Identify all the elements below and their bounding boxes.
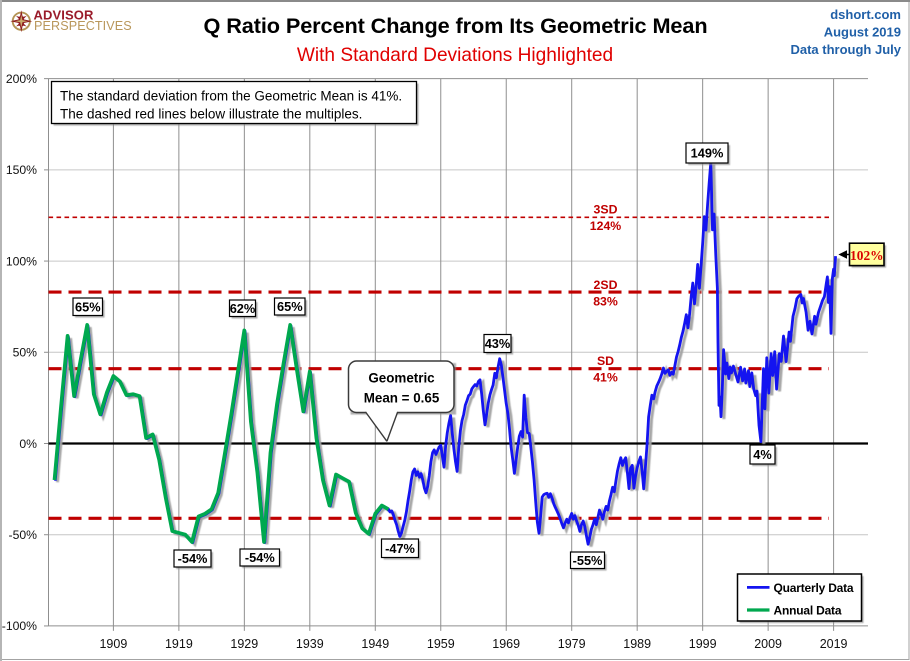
svg-text:1979: 1979: [558, 637, 586, 651]
svg-text:The standard deviation from th: The standard deviation from the Geometri…: [60, 89, 402, 104]
svg-text:Geometric: Geometric: [368, 371, 435, 386]
svg-text:ADVISOR: ADVISOR: [34, 7, 94, 22]
svg-text:August 2019: August 2019: [824, 25, 901, 40]
svg-text:dshort.com: dshort.com: [830, 7, 901, 22]
svg-text:62%: 62%: [230, 301, 256, 316]
svg-text:65%: 65%: [75, 299, 101, 314]
svg-text:1969: 1969: [492, 637, 520, 651]
svg-text:Mean = 0.65: Mean = 0.65: [364, 391, 440, 406]
svg-text:4%: 4%: [753, 447, 772, 462]
svg-text:2019: 2019: [820, 637, 848, 651]
svg-text:-47%: -47%: [385, 541, 415, 556]
svg-text:1989: 1989: [623, 637, 651, 651]
svg-text:50%: 50%: [13, 346, 38, 360]
svg-text:-55%: -55%: [573, 553, 603, 568]
svg-text:The dashed red lines below ill: The dashed red lines below illustrate th…: [60, 107, 362, 122]
svg-text:150%: 150%: [6, 163, 37, 177]
svg-text:2009: 2009: [754, 637, 782, 651]
svg-text:65%: 65%: [277, 299, 303, 314]
svg-text:-50%: -50%: [9, 528, 38, 542]
svg-text:1919: 1919: [165, 637, 193, 651]
svg-text:3SD: 3SD: [594, 203, 618, 217]
svg-text:100%: 100%: [6, 254, 37, 268]
svg-text:SD: SD: [597, 354, 614, 368]
svg-text:200%: 200%: [6, 72, 37, 86]
svg-text:102%: 102%: [850, 248, 883, 263]
svg-text:Q Ratio Percent Change from It: Q Ratio Percent Change from Its Geometri…: [204, 13, 708, 38]
svg-text:Data through July: Data through July: [790, 42, 901, 57]
svg-text:-54%: -54%: [178, 551, 208, 566]
svg-text:43%: 43%: [485, 336, 511, 351]
svg-text:2SD: 2SD: [594, 278, 618, 292]
svg-text:41%: 41%: [593, 371, 618, 385]
svg-text:With Standard Deviations Highl: With Standard Deviations Highlighted: [297, 45, 613, 66]
svg-text:-54%: -54%: [245, 550, 275, 565]
svg-text:Quarterly Data: Quarterly Data: [774, 581, 854, 595]
svg-text:1939: 1939: [296, 637, 324, 651]
svg-text:1909: 1909: [99, 637, 127, 651]
svg-text:0%: 0%: [19, 437, 37, 451]
svg-text:1959: 1959: [427, 637, 455, 651]
svg-text:83%: 83%: [593, 295, 618, 309]
svg-text:Annual Data: Annual Data: [774, 604, 842, 618]
svg-text:-100%: -100%: [2, 619, 37, 633]
svg-text:1949: 1949: [361, 637, 389, 651]
svg-text:PERSPECTIVES: PERSPECTIVES: [34, 19, 132, 33]
svg-text:149%: 149%: [691, 146, 724, 161]
svg-text:124%: 124%: [590, 219, 622, 233]
svg-text:1999: 1999: [689, 637, 717, 651]
svg-text:1929: 1929: [230, 637, 258, 651]
